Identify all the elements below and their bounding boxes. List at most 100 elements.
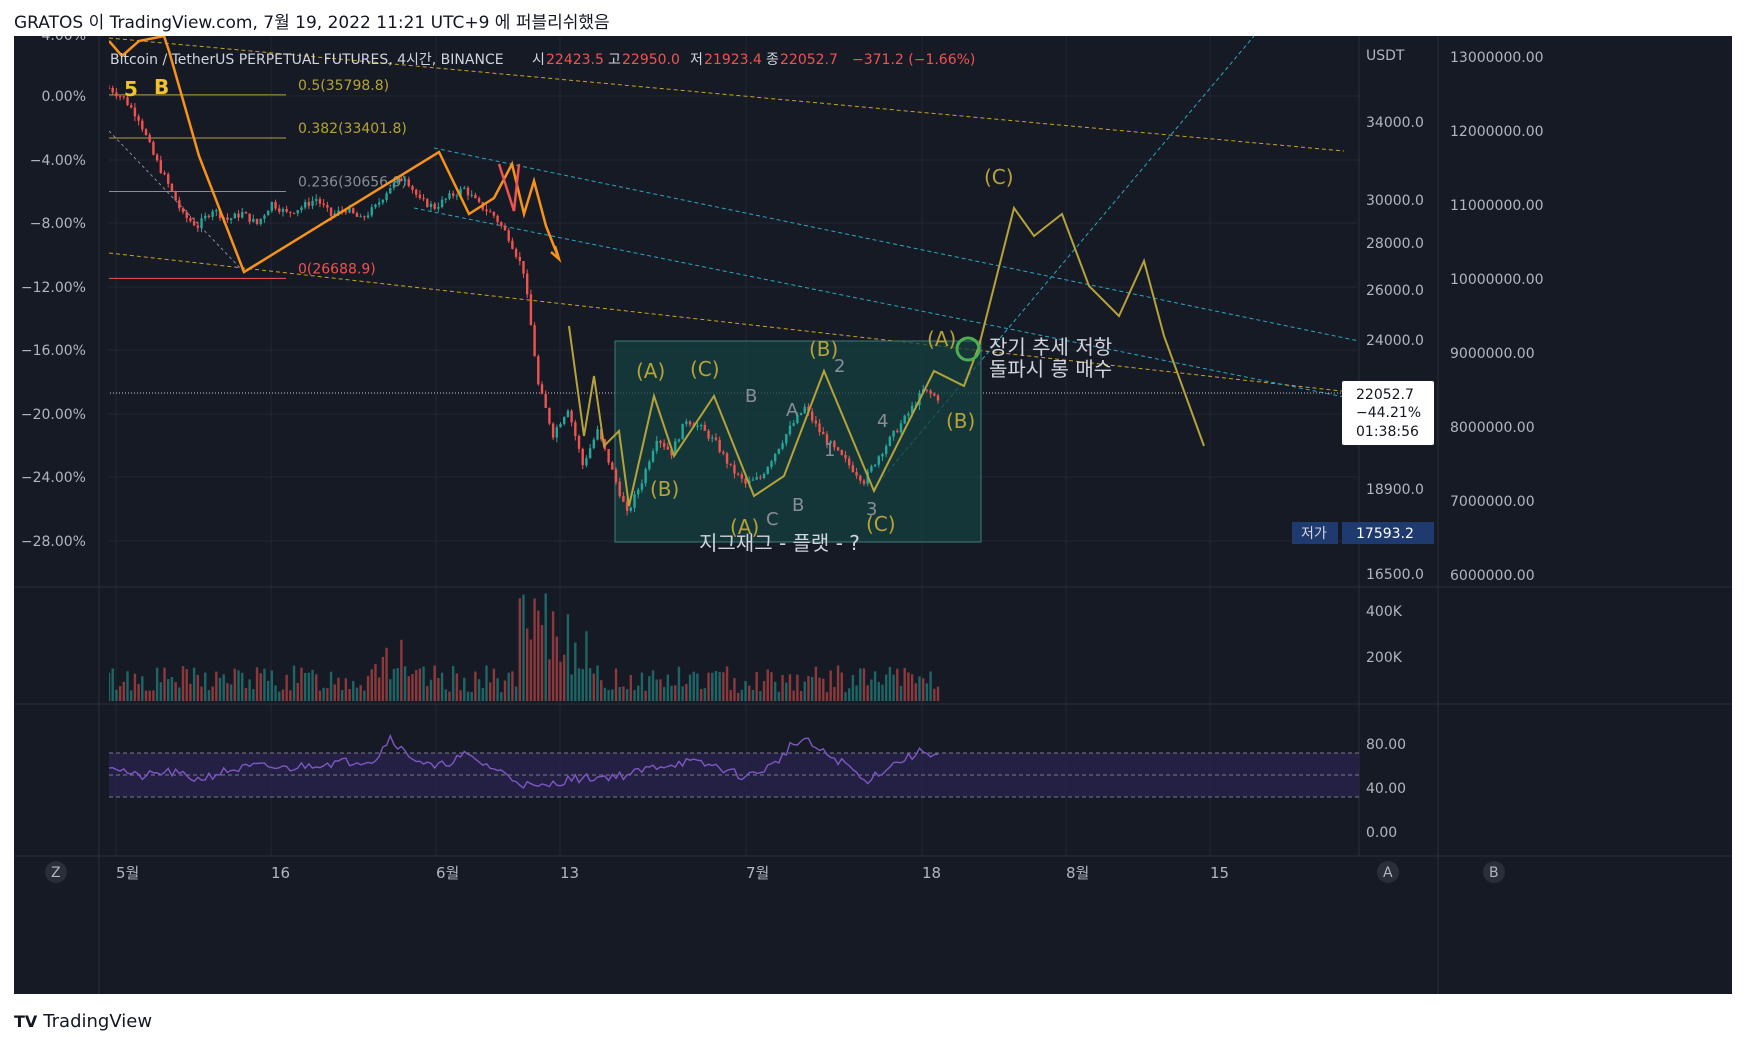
volume-bar	[674, 685, 677, 701]
volume-bar	[359, 685, 362, 701]
scale-tick: 7000000.00	[1450, 494, 1535, 510]
volume-bar	[622, 686, 625, 701]
volume-bar	[503, 680, 507, 701]
fib-retracement[interactable]: 0.5(35798.8) 0.382(33401.8) 0.236(30656.9)…	[109, 78, 407, 279]
candle-body	[344, 211, 348, 213]
symbol-legend[interactable]: Bitcoin / TetherUS PERPETUAL FUTURES, 4시…	[110, 52, 975, 68]
volume-bar	[278, 691, 281, 701]
candle-body	[352, 208, 355, 214]
upper-resistance-line[interactable]	[109, 37, 1345, 152]
footer-brand: TV TradingView	[14, 1006, 152, 1036]
low-price-marker: 저가 17593.2	[1292, 522, 1434, 544]
volume-bar	[637, 685, 640, 701]
candle-body	[888, 436, 892, 446]
candle-body	[788, 425, 792, 435]
candle-body	[844, 454, 847, 459]
candle-body	[418, 194, 422, 198]
candle-body	[703, 424, 707, 431]
volume-bar	[355, 687, 359, 701]
volume-bar	[907, 672, 910, 701]
legend-high: 22950.0	[622, 52, 680, 68]
box-note[interactable]: 지그재그 - 플랫 - ?	[699, 531, 860, 555]
price-tick: 24000.0	[1366, 333, 1424, 349]
volume-bar	[766, 669, 769, 701]
candle-body	[500, 222, 503, 226]
chart-panel[interactable]: 0.5(35798.8) 0.382(33401.8) 0.236(30656.9)…	[14, 36, 1732, 994]
volume-bar	[814, 666, 818, 701]
channel-top-line[interactable]	[433, 147, 1359, 342]
candle-body	[725, 453, 729, 464]
candle-body	[600, 429, 603, 440]
candle-body	[407, 179, 410, 187]
candle-body	[929, 390, 932, 394]
volume-bar	[744, 681, 747, 701]
candle-body	[851, 465, 855, 472]
candle-body	[577, 436, 581, 449]
scale-tick: 8000000.00	[1450, 420, 1535, 436]
percent-tick: −20.00%	[21, 407, 86, 423]
note-line-1[interactable]: 장기 추세 저항	[989, 335, 1112, 359]
candle-body	[204, 215, 207, 219]
legend-close: 22052.7	[780, 52, 838, 68]
scale-tick: 10000000.00	[1450, 272, 1544, 288]
volume-bar	[118, 686, 122, 701]
auto-scale-button[interactable]	[45, 861, 67, 883]
candle-body	[389, 187, 392, 194]
olive-projection-path[interactable]	[568, 205, 1205, 507]
volume-bar	[696, 673, 699, 701]
candle-body	[859, 475, 862, 481]
volume-bar	[910, 674, 914, 701]
volume-axis[interactable]: 400K 200K	[1366, 604, 1403, 666]
candle-body	[833, 441, 836, 448]
candle-body	[681, 423, 684, 440]
red-wave-path[interactable]	[497, 163, 521, 212]
chart-canvas[interactable]: 0.5(35798.8) 0.382(33401.8) 0.236(30656.9)…	[14, 36, 1732, 994]
rsi-axis[interactable]: 80.00 40.00 0.00	[1366, 737, 1406, 841]
fib-diagonal-line[interactable]	[109, 130, 245, 273]
axis-b-label[interactable]: B	[1489, 865, 1499, 881]
candle-body	[322, 203, 325, 205]
breakout-circle-icon[interactable]	[955, 336, 981, 362]
wave-label-a-gray: A	[786, 400, 799, 421]
axis-a-label[interactable]: A	[1383, 865, 1393, 881]
percent-axis[interactable]: 4.00% 0.00% −4.00% −8.00% −12.00% −16.00% −20.…	[21, 36, 86, 550]
rsi-line	[109, 733, 939, 790]
volume-bar	[204, 672, 207, 701]
candle-body	[178, 200, 181, 209]
legend-symbol[interactable]: Bitcoin / TetherUS PERPETUAL FUTURES, 4시…	[110, 52, 504, 68]
scale-tick: 6000000.00	[1450, 568, 1535, 584]
candle-body	[141, 120, 144, 130]
price-axis[interactable]: 34000.0 30000.0 28000.0 26000.0 24000.0 18900…	[1366, 115, 1424, 583]
candle-body	[163, 172, 166, 175]
volume-bar	[141, 676, 144, 701]
candle-body	[836, 447, 840, 451]
volume-bar	[233, 668, 237, 701]
scale-tick: 9000000.00	[1450, 346, 1535, 362]
volume-scale-axis[interactable]: 13000000.00 12000000.00 11000000.00 1000000…	[1450, 50, 1544, 584]
time-axis[interactable]: 5월 16 6월 13 7월 18 8월 15	[116, 864, 1229, 882]
candle-body	[803, 406, 806, 414]
legend-open-label: 시	[532, 52, 545, 68]
note-line-2[interactable]: 돌파시 롱 매수	[989, 357, 1112, 381]
percent-tick: −12.00%	[21, 280, 86, 296]
volume-bar	[126, 671, 129, 701]
candle-body	[873, 464, 877, 467]
candle-body	[477, 198, 481, 203]
price-tick: 34000.0	[1366, 115, 1424, 131]
axis-a-button[interactable]	[1377, 861, 1399, 883]
volume-bar	[614, 668, 618, 701]
candle-body	[248, 213, 251, 222]
volume-bar	[640, 672, 644, 701]
axis-b-button[interactable]	[1483, 861, 1505, 883]
percent-tick: −8.00%	[30, 216, 86, 232]
volume-bar	[492, 668, 496, 701]
auto-scale-label[interactable]: Z	[51, 865, 61, 881]
candle-body	[170, 183, 174, 192]
elliott-wave-drawing[interactable]	[109, 36, 1205, 507]
orange-wave-path[interactable]	[109, 36, 561, 274]
fib-level-label: 0.382(33401.8)	[298, 121, 407, 137]
volume-bar	[725, 666, 729, 701]
volume-bar	[677, 666, 681, 701]
volume-bar	[222, 674, 225, 701]
candle-body	[329, 207, 333, 216]
